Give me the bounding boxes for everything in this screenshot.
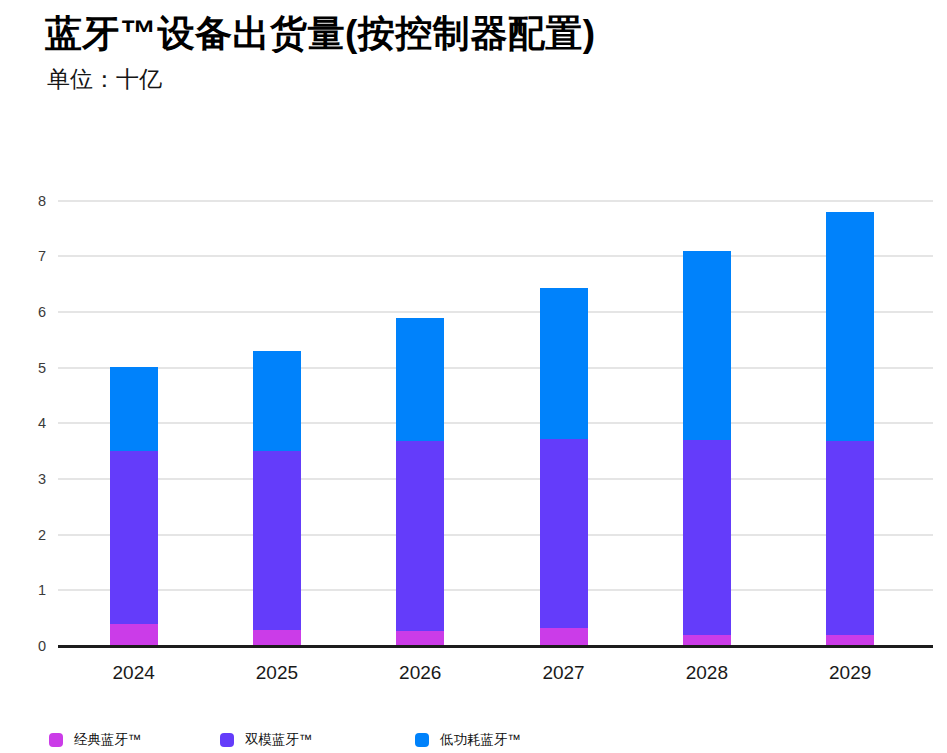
bar-segment-2027-series-2 xyxy=(540,288,588,439)
gridline-y-2 xyxy=(58,534,933,536)
bar-segment-2026-series-2 xyxy=(396,318,444,441)
stacked-bar-plot-area: 0 1 2 3 4 5 6 7 8 202420252026202720282029 xyxy=(0,0,947,753)
bar-segment-2025-series-2 xyxy=(253,351,301,451)
bar-segment-2024-series-0 xyxy=(110,624,158,646)
y-axis-tick-label: 0 xyxy=(0,636,46,656)
y-axis-tick-label: 4 xyxy=(0,413,46,433)
gridline-y-5 xyxy=(58,367,933,369)
bar-segment-2024-series-1 xyxy=(110,451,158,624)
gridline-y-7 xyxy=(58,255,933,257)
y-axis-tick-label: 6 xyxy=(0,302,46,322)
bar-segment-2029-series-1 xyxy=(826,441,874,636)
bar-segment-2027-series-0 xyxy=(540,628,588,646)
x-axis-label-2024: 2024 xyxy=(62,661,205,685)
bar-segment-2025-series-0 xyxy=(253,630,301,646)
gridline-y-6 xyxy=(58,311,933,313)
gridline-y-4 xyxy=(58,422,933,424)
x-axis-label-2027: 2027 xyxy=(492,661,635,685)
bar-segment-2029-series-2 xyxy=(826,212,874,440)
gridline-y-1 xyxy=(58,589,933,591)
y-axis-tick-label: 8 xyxy=(0,191,46,211)
bar-segment-2028-series-2 xyxy=(683,251,731,440)
bluetooth-shipments-chart-page: 蓝牙™设备出货量(按控制器配置) 单位：十亿 01234567820242025… xyxy=(0,0,947,753)
x-axis-label-2025: 2025 xyxy=(205,661,348,685)
bar-segment-2027-series-1 xyxy=(540,439,588,628)
x-axis-label-2026: 2026 xyxy=(349,661,492,685)
gridline-y-3 xyxy=(58,478,933,480)
x-axis-label-2028: 2028 xyxy=(635,661,778,685)
y-axis-tick-label: 5 xyxy=(0,358,46,378)
bar-segment-2024-series-2 xyxy=(110,367,158,451)
y-axis-tick-label: 7 xyxy=(0,246,46,266)
gridline-y-8 xyxy=(58,200,933,202)
x-axis-baseline xyxy=(58,645,933,648)
y-axis-tick-label: 1 xyxy=(0,580,46,600)
bar-segment-2026-series-0 xyxy=(396,631,444,646)
y-axis-tick-label: 3 xyxy=(0,469,46,489)
bar-segment-2028-series-1 xyxy=(683,440,731,635)
bar-segment-2025-series-1 xyxy=(253,451,301,630)
x-axis-label-2029: 2029 xyxy=(779,661,922,685)
y-axis-tick-label: 2 xyxy=(0,525,46,545)
bar-segment-2026-series-1 xyxy=(396,441,444,631)
